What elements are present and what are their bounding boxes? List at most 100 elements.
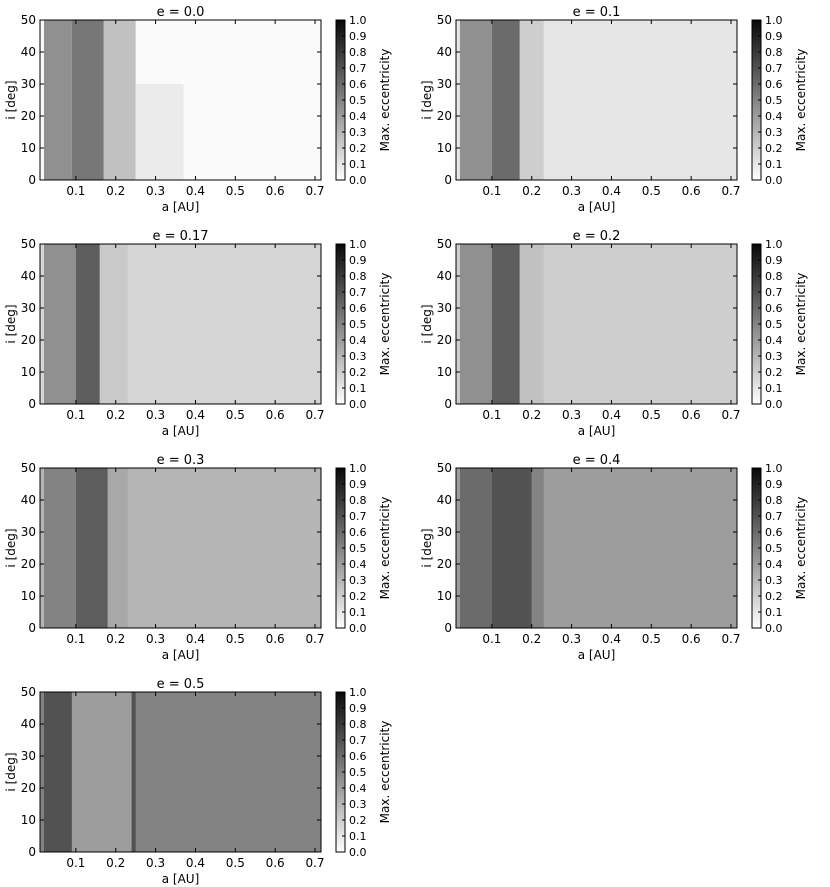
panel-5-colorbar-tick-label: 0.5 (349, 542, 367, 555)
panel-2-ytick-label: 10 (437, 141, 452, 155)
panel-2-colorbar-tick-label: 0.8 (765, 46, 783, 59)
panel-1-xtick-label: 0.1 (66, 184, 85, 198)
panel-1-xtick-label: 0.2 (106, 184, 125, 198)
panel-1-xtick-label: 0.5 (226, 184, 245, 198)
panel-5-ytick-label: 10 (21, 589, 36, 603)
panel-2-colorbar-tick-label: 1.0 (765, 14, 783, 27)
panel-1-colorbar-tick-label: 1.0 (349, 14, 367, 27)
panel-1: 0.1 0.2 0.3 0.4 0.5 0.6 0.7 0 10 20 30 40 50 e = 0.0 a… (4, 5, 392, 214)
panel-4-band-3 (519, 244, 544, 404)
panel-7-colorbar-tick-label: 1.0 (349, 686, 367, 699)
panel-6-xtick-label: 0.4 (602, 632, 621, 646)
panel-4-ytick-label: 30 (437, 301, 452, 315)
panel-4-colorbar-tick-label: 0.4 (765, 334, 783, 347)
panel-2-xtick-label: 0.5 (642, 184, 661, 198)
panel-2-colorbar-label: Max. eccentricity (794, 49, 808, 152)
panel-2-ytick-label: 50 (437, 13, 452, 27)
panel-3-xlabel: a [AU] (162, 424, 200, 438)
panel-4-colorbar-tick-label: 0.1 (765, 382, 783, 395)
panel-3-colorbar-tick-label: 0.2 (349, 366, 367, 379)
panel-1-xtick-label: 0.3 (146, 184, 165, 198)
panel-3-title: e = 0.17 (152, 229, 208, 244)
panel-5-colorbar-tick-label: 0.0 (349, 622, 367, 635)
panel-5-xtick-label: 0.1 (66, 632, 85, 646)
panel-6-xtick-label: 0.1 (482, 632, 501, 646)
panel-6-ylabel: i [deg] (420, 528, 434, 567)
panel-5-xtick-label: 0.5 (226, 632, 245, 646)
panel-2-ytick-label: 30 (437, 77, 452, 91)
panel-6-xlabel: a [AU] (578, 648, 616, 662)
panel-4-colorbar-label: Max. eccentricity (794, 273, 808, 376)
panel-5-ylabel: i [deg] (4, 528, 18, 567)
panel-3-xtick-label: 0.7 (305, 408, 324, 422)
panel-3-ytick-label: 50 (21, 237, 36, 251)
panel-7-xtick-label: 0.1 (66, 856, 85, 870)
panel-4-xlabel: a [AU] (578, 424, 616, 438)
panel-7-band-3 (131, 692, 136, 852)
panel-1-title: e = 0.0 (157, 5, 205, 20)
panel-6-band-3 (531, 468, 544, 628)
panel-1-ytick-label: 20 (21, 109, 36, 123)
panel-3-band-3 (99, 244, 128, 404)
panel-5-ytick-label: 20 (21, 557, 36, 571)
panel-6-colorbar-tick-label: 0.7 (765, 510, 783, 523)
panel-2-colorbar-tick-label: 0.3 (765, 126, 783, 139)
panel-6-colorbar-tick-label: 0.8 (765, 494, 783, 507)
panel-1-colorbar-tick-label: 0.7 (349, 62, 367, 75)
panel-2: 0.1 0.2 0.3 0.4 0.5 0.6 0.7 0 10 20 30 40 50 e = 0.1 a… (420, 5, 808, 214)
panel-5-ytick-label: 50 (21, 461, 36, 475)
panel-4-colorbar-tick-label: 0.2 (765, 366, 783, 379)
panel-2-colorbar-tick-label: 0.2 (765, 142, 783, 155)
panel-7-xtick-label: 0.4 (186, 856, 205, 870)
panel-3-xtick-label: 0.1 (66, 408, 85, 422)
panel-4-ytick-label: 10 (437, 365, 452, 379)
panel-5-ytick-label: 40 (21, 493, 36, 507)
panel-1-colorbar-tick-label: 0.4 (349, 110, 367, 123)
panel-4-xtick-label: 0.4 (602, 408, 621, 422)
panel-2-band-1 (459, 20, 492, 180)
panel-1-colorbar-tick-label: 0.3 (349, 126, 367, 139)
panel-4-ytick-label: 50 (437, 237, 452, 251)
panel-7-band-2 (71, 692, 132, 852)
panel-7-colorbar-tick-label: 0.5 (349, 766, 367, 779)
panel-3-ylabel: i [deg] (4, 304, 18, 343)
panel-1-ytick-label: 30 (21, 77, 36, 91)
panel-5-colorbar-tick-label: 0.7 (349, 510, 367, 523)
panel-6-ytick-label: 40 (437, 493, 452, 507)
panel-2-ylabel: i [deg] (420, 80, 434, 119)
panel-2-colorbar-tick-label: 0.0 (765, 174, 783, 187)
panel-7-title: e = 0.5 (157, 677, 205, 692)
panel-6-axes-frame (455, 467, 738, 629)
panel-5-colorbar-tick-label: 0.2 (349, 590, 367, 603)
panel-1-ytick-label: 50 (21, 13, 36, 27)
panel-3-ytick-label: 30 (21, 301, 36, 315)
panel-3-colorbar-tick-label: 0.3 (349, 350, 367, 363)
panel-1-ytick-label: 0 (28, 173, 36, 187)
panel-2-colorbar-tick-label: 0.5 (765, 94, 783, 107)
panel-7-ytick-label: 50 (21, 685, 36, 699)
panel-3-ytick-label: 10 (21, 365, 36, 379)
panel-1-band-3 (103, 20, 136, 180)
panel-2-colorbar-tick-label: 0.9 (765, 30, 783, 43)
panel-4-title: e = 0.2 (573, 229, 621, 244)
panel-4-colorbar-tick-label: 1.0 (765, 238, 783, 251)
panel-2-colorbar-tick-label: 0.7 (765, 62, 783, 75)
panel-3-colorbar-tick-label: 0.4 (349, 334, 367, 347)
panel-6-ytick-label: 0 (444, 621, 452, 635)
panel-6-ytick-label: 20 (437, 557, 452, 571)
panel-2-colorbar-tick-label: 0.4 (765, 110, 783, 123)
panel-2-xtick-label: 0.4 (602, 184, 621, 198)
panel-3-xtick-label: 0.6 (266, 408, 285, 422)
panel-4-ytick-label: 0 (444, 397, 452, 411)
panel-7-xtick-label: 0.2 (106, 856, 125, 870)
panel-3-colorbar-tick-label: 0.6 (349, 302, 367, 315)
panel-5-xtick-label: 0.7 (305, 632, 324, 646)
panel-7-colorbar-tick-label: 0.7 (349, 734, 367, 747)
panel-1-axes-frame (39, 19, 322, 181)
panel-6-band-2 (491, 468, 532, 628)
panel-3-colorbar-tick-label: 1.0 (349, 238, 367, 251)
panel-6-colorbar-tick-label: 0.9 (765, 478, 783, 491)
panel-6-colorbar-tick-label: 0.6 (765, 526, 783, 539)
panel-6-colorbar-tick-label: 0.5 (765, 542, 783, 555)
panel-7-colorbar-tick-label: 0.0 (349, 846, 367, 859)
